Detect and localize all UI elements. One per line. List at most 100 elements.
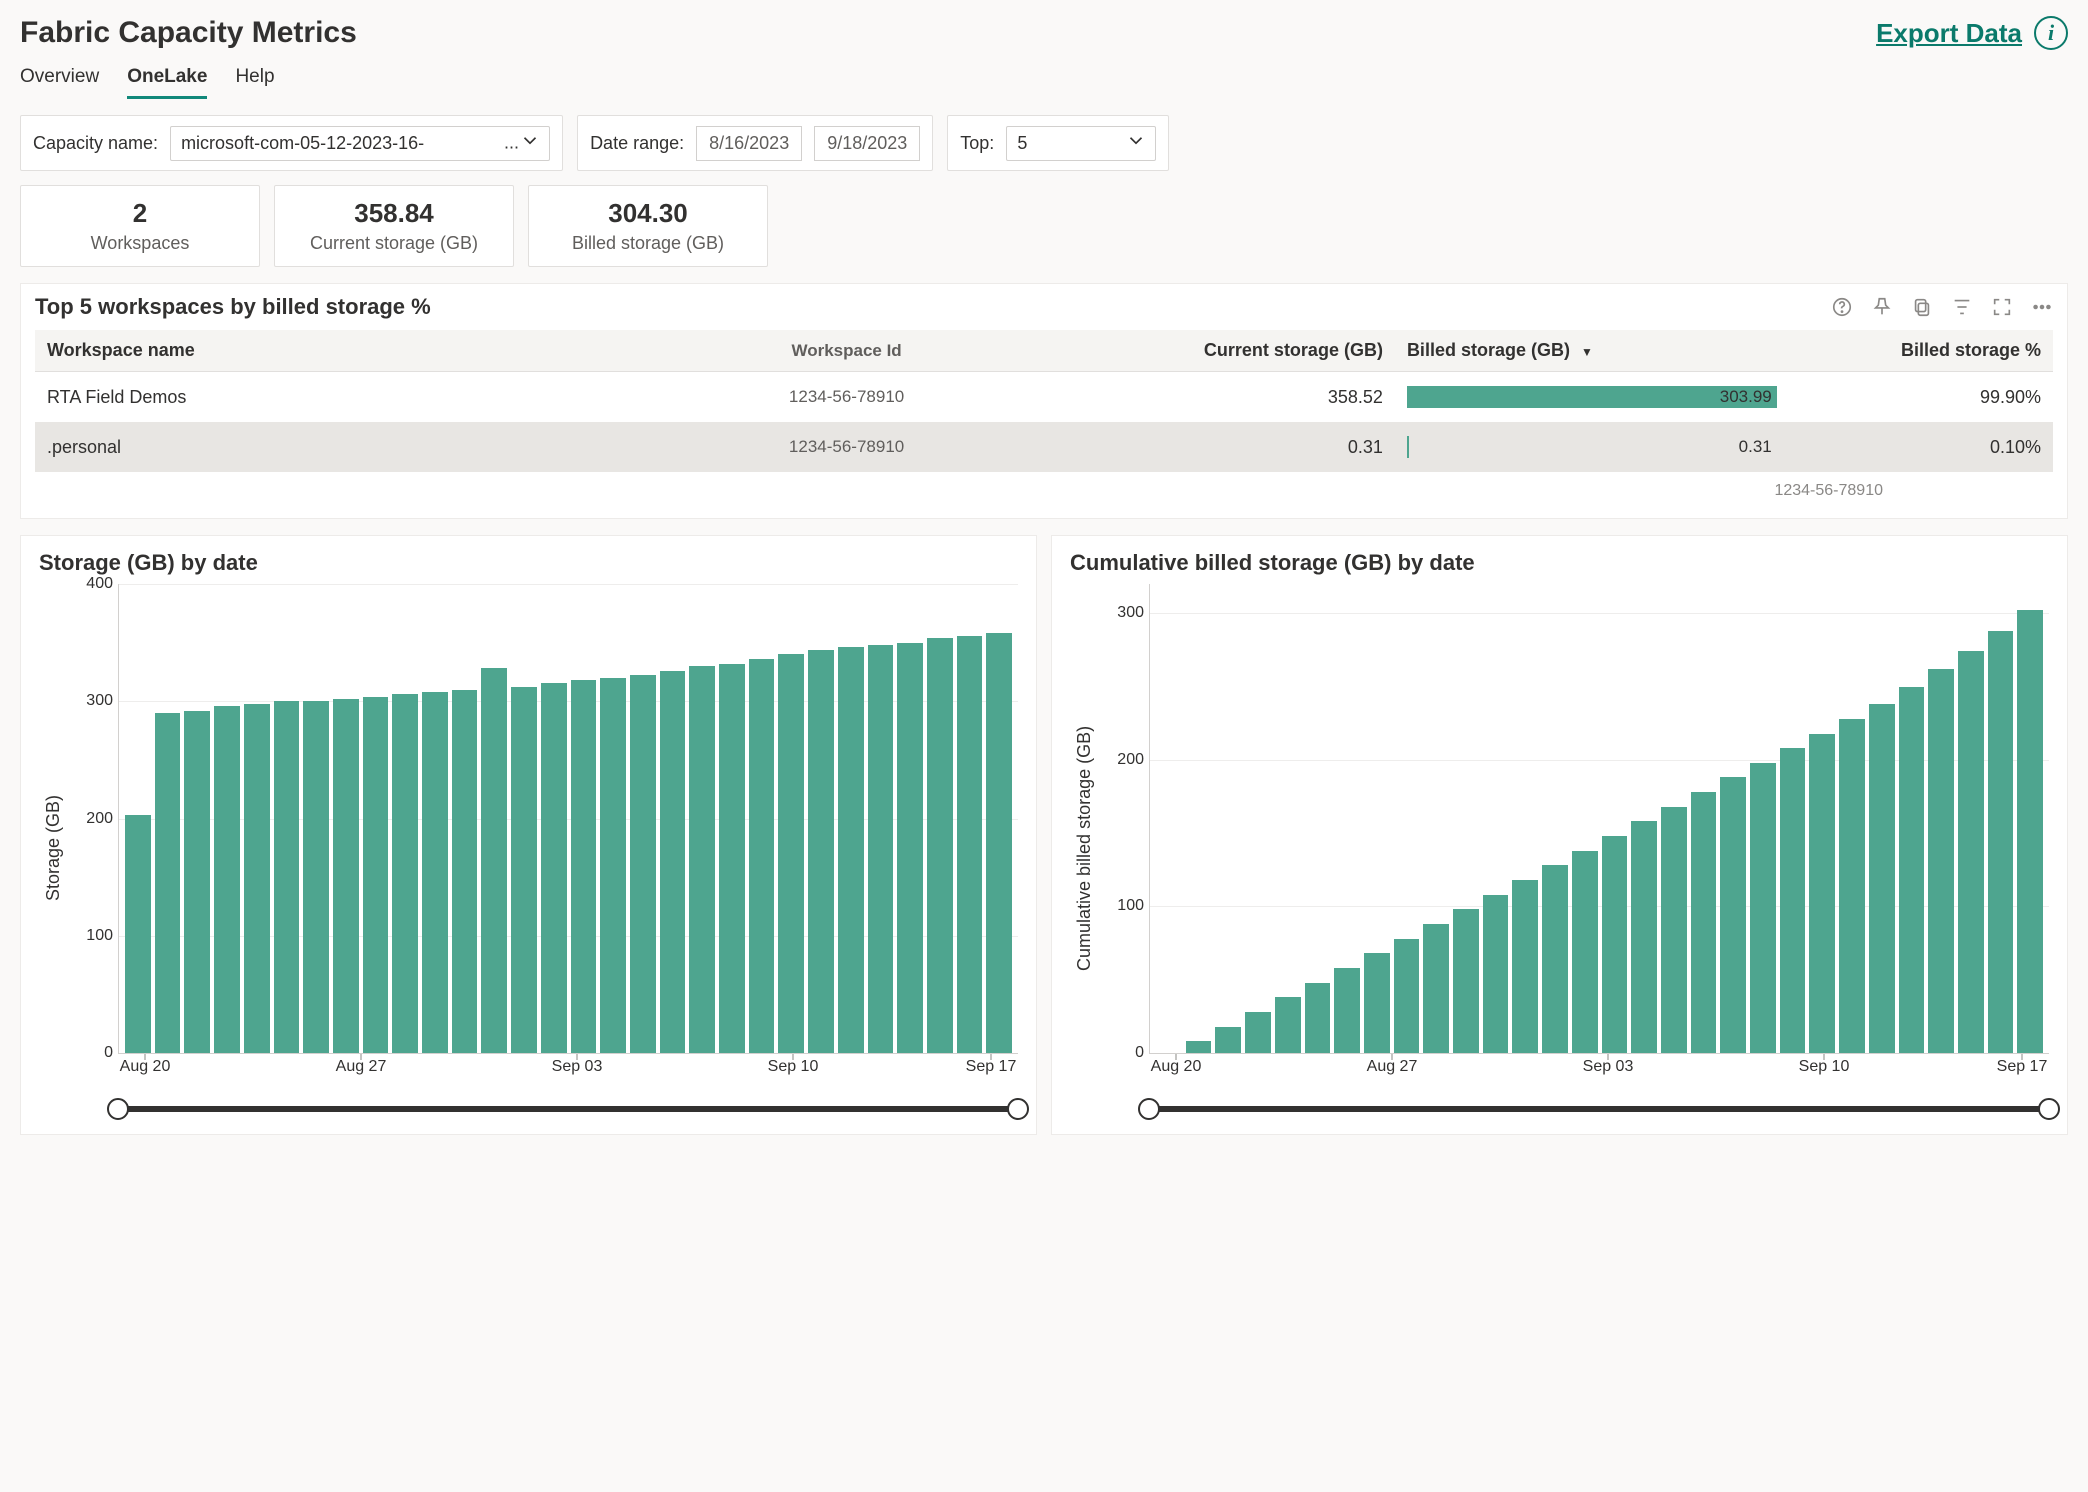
chart-bar[interactable] bbox=[986, 633, 1012, 1053]
info-icon[interactable]: i bbox=[2034, 16, 2068, 50]
chart-bar[interactable] bbox=[660, 671, 686, 1053]
x-tick-label: Aug 27 bbox=[1367, 1058, 1418, 1076]
tab-overview[interactable]: Overview bbox=[20, 60, 99, 99]
chart-bar[interactable] bbox=[1186, 1041, 1212, 1053]
chart-bar[interactable] bbox=[1512, 880, 1538, 1053]
capacity-dropdown[interactable]: microsoft-com-05-12-2023-16- ... bbox=[170, 126, 550, 161]
chart-bar[interactable] bbox=[1542, 865, 1568, 1053]
chart-bar[interactable] bbox=[689, 666, 715, 1053]
date-from-input[interactable]: 8/16/2023 bbox=[696, 126, 802, 161]
chart-bar[interactable] bbox=[1631, 821, 1657, 1053]
chart-bar[interactable] bbox=[125, 815, 151, 1053]
focus-mode-icon[interactable] bbox=[1991, 296, 2013, 318]
chart-bar[interactable] bbox=[838, 647, 864, 1053]
help-icon[interactable] bbox=[1831, 296, 1853, 318]
chart-bar[interactable] bbox=[897, 643, 923, 1053]
chart-bar[interactable] bbox=[1899, 687, 1925, 1053]
chart-bar[interactable] bbox=[363, 697, 389, 1053]
cumulative-chart-range-slider[interactable] bbox=[1149, 1106, 2049, 1112]
header: Fabric Capacity Metrics Export Data i bbox=[20, 16, 2068, 50]
cell-current-storage: 358.52 bbox=[1044, 372, 1395, 423]
chart-bar[interactable] bbox=[452, 690, 478, 1053]
chart-bar[interactable] bbox=[1364, 953, 1390, 1053]
chart-bar[interactable] bbox=[1988, 631, 2014, 1053]
chart-bar[interactable] bbox=[214, 706, 240, 1053]
col-workspace-id[interactable]: Workspace Id bbox=[649, 330, 1044, 372]
chart-bar[interactable] bbox=[184, 711, 210, 1053]
chart-bar[interactable] bbox=[571, 680, 597, 1053]
chart-bar[interactable] bbox=[808, 650, 834, 1053]
y-tick-label: 400 bbox=[69, 575, 113, 593]
chart-bar[interactable] bbox=[1839, 719, 1865, 1053]
stat-card-2[interactable]: 304.30Billed storage (GB) bbox=[528, 185, 768, 267]
chart-bar[interactable] bbox=[1572, 851, 1598, 1053]
chart-bar[interactable] bbox=[868, 645, 894, 1053]
copy-icon[interactable] bbox=[1911, 296, 1933, 318]
range-handle-left[interactable] bbox=[107, 1098, 129, 1120]
chart-bar[interactable] bbox=[392, 694, 418, 1053]
filter-icon[interactable] bbox=[1951, 296, 1973, 318]
chart-bar[interactable] bbox=[630, 675, 656, 1053]
storage-chart-range-slider[interactable] bbox=[118, 1106, 1018, 1112]
chart-bar[interactable] bbox=[1602, 836, 1628, 1053]
chart-bar[interactable] bbox=[1691, 792, 1717, 1053]
chart-bar[interactable] bbox=[244, 704, 270, 1053]
stat-card-1[interactable]: 358.84Current storage (GB) bbox=[274, 185, 514, 267]
chart-bar[interactable] bbox=[1928, 669, 1954, 1053]
col-current-storage[interactable]: Current storage (GB) bbox=[1044, 330, 1395, 372]
cell-workspace-id: 1234-56-78910 bbox=[649, 372, 1044, 423]
chart-bar[interactable] bbox=[600, 678, 626, 1053]
chart-bar[interactable] bbox=[1215, 1027, 1241, 1053]
cumulative-chart-plot: 0100200300 bbox=[1149, 584, 2049, 1054]
chart-bar[interactable] bbox=[1245, 1012, 1271, 1053]
tab-onelake[interactable]: OneLake bbox=[127, 60, 207, 99]
chart-bar[interactable] bbox=[422, 692, 448, 1053]
chart-bar[interactable] bbox=[274, 701, 300, 1053]
col-billed-pct[interactable]: Billed storage % bbox=[1790, 330, 2053, 372]
chart-bar[interactable] bbox=[1869, 704, 1895, 1053]
chart-bar[interactable] bbox=[927, 638, 953, 1053]
chart-bar[interactable] bbox=[1809, 734, 1835, 1054]
chart-bar[interactable] bbox=[155, 713, 181, 1053]
chart-bar[interactable] bbox=[1453, 909, 1479, 1053]
chart-bar[interactable] bbox=[481, 668, 507, 1053]
chart-bar[interactable] bbox=[511, 687, 537, 1053]
pin-icon[interactable] bbox=[1871, 296, 1893, 318]
chart-bar[interactable] bbox=[1720, 777, 1746, 1053]
chevron-down-icon bbox=[1125, 130, 1147, 157]
date-to-input[interactable]: 9/18/2023 bbox=[814, 126, 920, 161]
chart-bar[interactable] bbox=[778, 654, 804, 1053]
storage-by-date-chart: Storage (GB) by date Storage (GB) 010020… bbox=[20, 535, 1037, 1135]
chart-bar[interactable] bbox=[1780, 748, 1806, 1053]
top-dropdown[interactable]: 5 bbox=[1006, 126, 1156, 161]
chart-bar[interactable] bbox=[1661, 807, 1687, 1053]
date-range-filter: Date range: 8/16/2023 9/18/2023 bbox=[577, 115, 933, 171]
chart-bar[interactable] bbox=[1483, 895, 1509, 1053]
chart-bar[interactable] bbox=[541, 683, 567, 1054]
chart-bar[interactable] bbox=[1958, 651, 1984, 1053]
range-handle-right[interactable] bbox=[2038, 1098, 2060, 1120]
chart-bar[interactable] bbox=[2017, 610, 2043, 1053]
more-icon[interactable] bbox=[2031, 296, 2053, 318]
stat-card-0[interactable]: 2Workspaces bbox=[20, 185, 260, 267]
stat-label: Current storage (GB) bbox=[293, 233, 495, 254]
chart-bar[interactable] bbox=[719, 664, 745, 1053]
chart-bar[interactable] bbox=[1423, 924, 1449, 1053]
export-data-link[interactable]: Export Data bbox=[1876, 18, 2022, 49]
chart-bar[interactable] bbox=[957, 636, 983, 1053]
chart-bar[interactable] bbox=[1394, 939, 1420, 1053]
range-handle-left[interactable] bbox=[1138, 1098, 1160, 1120]
range-handle-right[interactable] bbox=[1007, 1098, 1029, 1120]
chart-bar[interactable] bbox=[1334, 968, 1360, 1053]
tab-help[interactable]: Help bbox=[235, 60, 274, 99]
chart-bar[interactable] bbox=[749, 659, 775, 1053]
col-billed-storage[interactable]: Billed storage (GB) ▼ bbox=[1395, 330, 1790, 372]
chart-bar[interactable] bbox=[1275, 997, 1301, 1053]
chart-bar[interactable] bbox=[333, 699, 359, 1053]
chart-bar[interactable] bbox=[303, 701, 329, 1053]
chart-bar[interactable] bbox=[1305, 983, 1331, 1053]
chart-bar[interactable] bbox=[1750, 763, 1776, 1053]
col-workspace-name[interactable]: Workspace name bbox=[35, 330, 649, 372]
table-row[interactable]: RTA Field Demos1234-56-78910358.52303.99… bbox=[35, 372, 2053, 423]
table-row[interactable]: .personal1234-56-789100.310.310.10% bbox=[35, 422, 2053, 472]
